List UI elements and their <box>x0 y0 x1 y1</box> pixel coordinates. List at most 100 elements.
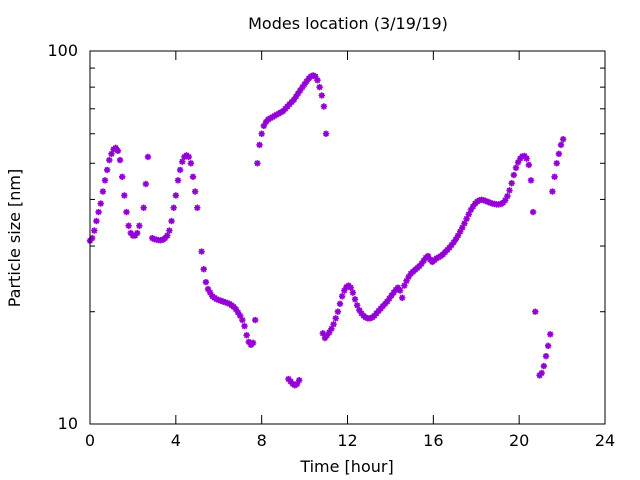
x-tick-label: 8 <box>257 431 267 450</box>
data-point <box>93 217 100 225</box>
x-tick-label: 16 <box>423 431 443 450</box>
data-point <box>504 193 511 200</box>
data-point <box>127 229 134 237</box>
data-points <box>86 72 567 389</box>
data-point <box>549 188 556 195</box>
data-point <box>420 257 427 264</box>
data-point <box>123 208 130 216</box>
data-point <box>353 302 361 309</box>
data-point <box>118 173 126 180</box>
data-point <box>241 322 248 330</box>
data-point <box>349 289 357 296</box>
x-tick-label: 4 <box>171 431 181 450</box>
data-point <box>418 260 425 267</box>
data-point <box>399 294 406 301</box>
data-point <box>179 158 186 165</box>
data-point <box>97 200 104 207</box>
data-point <box>297 87 304 94</box>
data-point <box>293 380 301 388</box>
x-tick-label: 0 <box>85 431 95 450</box>
data-point <box>480 197 487 204</box>
data-point <box>245 338 252 346</box>
data-point <box>328 325 335 332</box>
data-point <box>555 150 563 158</box>
data-point <box>525 161 533 169</box>
data-point <box>144 153 152 161</box>
data-point <box>482 197 490 205</box>
data-point <box>403 277 410 285</box>
data-point <box>454 232 462 239</box>
data-point <box>299 83 306 91</box>
data-point <box>174 177 182 184</box>
axis-ticks: 0 4 8 12 16 20 24 10 100 <box>47 41 615 450</box>
data-point <box>508 180 515 187</box>
data-point <box>459 224 466 231</box>
data-point <box>303 77 310 85</box>
data-point <box>461 220 468 227</box>
data-point <box>262 118 270 126</box>
data-point <box>405 273 412 281</box>
data-point <box>319 330 327 337</box>
data-point <box>243 332 250 339</box>
data-point <box>557 141 565 149</box>
data-point <box>334 308 342 315</box>
data-point <box>112 144 119 152</box>
data-point <box>187 160 195 167</box>
data-point <box>351 296 359 303</box>
data-point <box>99 188 107 195</box>
data-point <box>91 227 98 234</box>
data-point <box>486 199 494 206</box>
data-point <box>371 312 378 320</box>
x-tick-label: 24 <box>595 431 615 450</box>
data-point <box>529 208 537 216</box>
data-point <box>116 156 124 164</box>
data-point <box>527 177 535 184</box>
data-point <box>140 204 147 211</box>
data-point <box>463 215 470 222</box>
data-point <box>136 222 143 229</box>
data-point <box>484 198 492 206</box>
data-point <box>465 211 472 218</box>
data-point <box>290 96 298 103</box>
plot-frame <box>89 50 606 425</box>
data-point <box>326 329 333 336</box>
data-point <box>547 331 554 338</box>
data-point <box>285 375 292 383</box>
data-point <box>394 284 402 291</box>
data-point <box>330 321 337 328</box>
data-point <box>320 103 328 110</box>
data-point <box>202 278 210 286</box>
data-point <box>448 241 455 249</box>
data-point <box>249 339 257 347</box>
data-point <box>446 244 453 251</box>
data-point <box>301 80 308 88</box>
data-point <box>287 378 294 385</box>
data-point <box>542 352 550 360</box>
chart-title: Modes location (3/19/19) <box>248 14 448 33</box>
data-point <box>316 83 323 91</box>
data-point <box>88 234 96 242</box>
data-point <box>101 177 109 184</box>
data-point <box>142 180 149 188</box>
data-point <box>121 192 128 199</box>
data-point <box>296 377 303 384</box>
data-point <box>252 316 259 324</box>
data-point <box>204 285 212 293</box>
data-point <box>388 292 395 299</box>
data-point <box>232 306 240 313</box>
y-tick-label: 100 <box>47 41 78 60</box>
data-point <box>294 90 302 97</box>
data-point <box>510 171 518 179</box>
data-point <box>401 282 408 289</box>
data-point <box>166 227 173 234</box>
data-point <box>292 93 300 100</box>
data-point <box>544 342 552 350</box>
x-axis-label: Time [hour] <box>299 457 393 476</box>
y-axis-label: Particle size [nm] <box>5 169 24 308</box>
data-point <box>194 204 201 211</box>
data-point <box>469 203 477 210</box>
data-point <box>347 284 354 291</box>
data-point <box>362 314 369 321</box>
data-point <box>106 156 113 164</box>
data-point <box>502 197 509 204</box>
